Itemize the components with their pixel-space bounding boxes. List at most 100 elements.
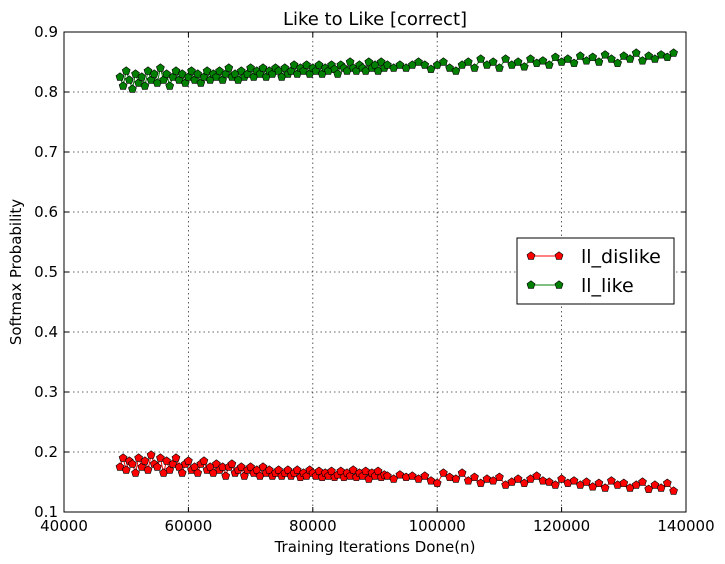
data-point-ll_dislike bbox=[152, 462, 162, 471]
data-point-ll_dislike bbox=[662, 478, 672, 487]
data-point-ll_dislike bbox=[361, 466, 371, 475]
data-point-ll_like bbox=[165, 81, 175, 90]
y-tick-label: 0.5 bbox=[34, 263, 58, 281]
data-point-ll_dislike bbox=[227, 459, 237, 468]
data-point-ll_dislike bbox=[495, 472, 504, 481]
data-point-ll_like bbox=[115, 72, 125, 81]
chart-title: Like to Like [correct] bbox=[283, 9, 467, 30]
data-point-ll_like bbox=[519, 62, 529, 71]
data-point-ll_dislike bbox=[128, 459, 137, 468]
data-point-ll_dislike bbox=[146, 450, 156, 459]
data-point-ll_dislike bbox=[420, 471, 430, 480]
data-point-ll_like bbox=[594, 57, 604, 66]
data-point-ll_like bbox=[289, 60, 299, 69]
data-point-ll_like bbox=[451, 66, 461, 75]
data-point-ll_like bbox=[414, 57, 423, 66]
data-point-ll_dislike bbox=[193, 468, 203, 477]
data-point-ll_dislike bbox=[513, 474, 523, 483]
data-point-ll_dislike bbox=[131, 468, 140, 477]
data-point-ll_dislike bbox=[162, 456, 171, 465]
data-point-ll_like bbox=[333, 69, 343, 78]
data-point-ll_like bbox=[445, 63, 454, 72]
data-point-ll_dislike bbox=[258, 462, 268, 471]
data-point-ll_like bbox=[563, 54, 573, 63]
data-point-ll_dislike bbox=[669, 486, 678, 495]
data-point-ll_like bbox=[156, 63, 165, 72]
data-point-ll_like bbox=[513, 57, 523, 66]
data-point-ll_dislike bbox=[171, 453, 181, 462]
data-point-ll_like bbox=[600, 50, 610, 59]
data-point-ll_dislike bbox=[638, 477, 647, 486]
data-point-ll_dislike bbox=[439, 468, 448, 477]
data-point-ll_like bbox=[476, 54, 486, 63]
data-point-ll_like bbox=[121, 66, 131, 75]
data-point-ll_like bbox=[162, 69, 171, 78]
data-point-ll_like bbox=[569, 58, 579, 67]
data-point-ll_dislike bbox=[373, 466, 383, 475]
legend-label: ll_dislike bbox=[581, 246, 661, 268]
data-point-ll_like bbox=[131, 69, 140, 78]
data-point-ll_like bbox=[551, 52, 560, 61]
legend-item-ll_dislike: ll_dislike bbox=[526, 246, 661, 268]
data-point-ll_like bbox=[383, 60, 392, 69]
legend-marker bbox=[554, 280, 564, 289]
data-point-ll_like bbox=[607, 54, 616, 63]
x-tick-label: 120000 bbox=[533, 517, 590, 535]
data-point-ll_dislike bbox=[607, 476, 616, 485]
data-point-ll_like bbox=[669, 48, 678, 57]
data-point-ll_dislike bbox=[177, 468, 187, 477]
data-point-ll_like bbox=[128, 84, 137, 93]
data-point-ll_like bbox=[625, 54, 635, 63]
data-point-ll_dislike bbox=[569, 476, 579, 485]
x-tick-label: 140000 bbox=[657, 517, 714, 535]
data-point-ll_like bbox=[501, 54, 510, 63]
legend-marker bbox=[526, 280, 536, 289]
data-point-ll_dislike bbox=[470, 472, 479, 481]
x-tick-label: 40000 bbox=[40, 517, 88, 535]
data-point-ll_dislike bbox=[582, 477, 591, 486]
y-tick-label: 0.7 bbox=[34, 143, 58, 161]
legend-box bbox=[516, 237, 675, 305]
y-tick-label: 0.1 bbox=[34, 503, 58, 521]
data-point-ll_like bbox=[118, 81, 128, 90]
data-point-ll_dislike bbox=[314, 466, 324, 475]
y-tick-label: 0.2 bbox=[34, 443, 58, 461]
legend-marker bbox=[554, 251, 564, 260]
y-tick-label: 0.8 bbox=[34, 83, 58, 101]
legend-label: ll_like bbox=[581, 275, 634, 297]
data-point-ll_like bbox=[575, 51, 585, 60]
data-point-ll_like bbox=[149, 69, 159, 78]
data-point-ll_dislike bbox=[395, 470, 405, 479]
data-point-ll_dislike bbox=[557, 474, 566, 483]
y-tick-label: 0.4 bbox=[34, 323, 58, 341]
data-point-ll_dislike bbox=[457, 468, 467, 477]
data-point-ll_like bbox=[526, 54, 535, 63]
data-point-ll_dislike bbox=[184, 456, 193, 465]
data-point-ll_dislike bbox=[551, 480, 560, 489]
data-point-ll_dislike bbox=[600, 483, 610, 492]
data-point-ll_dislike bbox=[656, 483, 666, 492]
data-point-ll_dislike bbox=[140, 456, 150, 465]
data-point-ll_dislike bbox=[121, 465, 131, 474]
data-point-ll_dislike bbox=[445, 472, 454, 481]
data-point-ll_dislike bbox=[432, 478, 442, 487]
legend: ll_dislike ll_like bbox=[516, 237, 675, 305]
y-tick-label: 0.3 bbox=[34, 383, 58, 401]
data-point-ll_like bbox=[193, 69, 203, 78]
data-point-ll_like bbox=[613, 58, 622, 67]
data-point-ll_dislike bbox=[383, 471, 392, 480]
legend-marker bbox=[526, 251, 536, 260]
data-point-ll_like bbox=[224, 63, 234, 72]
data-point-ll_like bbox=[544, 60, 554, 69]
data-point-ll_dislike bbox=[619, 478, 629, 487]
data-point-ll_like bbox=[420, 60, 430, 69]
data-point-ll_dislike bbox=[482, 474, 492, 483]
axis-ticks: 40000 60000 80000 100000 120000 140000 0.1 0.2 0… bbox=[34, 23, 714, 535]
data-point-ll_dislike bbox=[336, 466, 346, 475]
data-point-ll_dislike bbox=[134, 453, 143, 462]
x-axis-label: Training Iterations Done(n) bbox=[274, 538, 476, 556]
y-axis-label: Softmax Probability bbox=[7, 199, 25, 345]
data-point-ll_dislike bbox=[538, 476, 548, 485]
x-tick-label: 80000 bbox=[289, 517, 337, 535]
